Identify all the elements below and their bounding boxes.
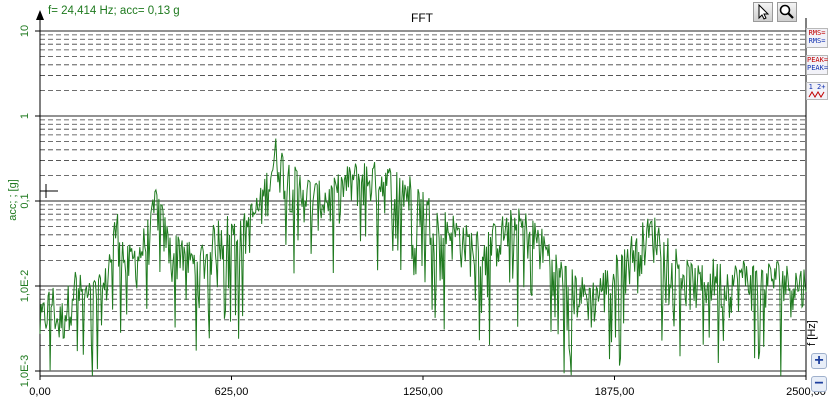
pointer-tool-button[interactable] (753, 2, 773, 22)
x-tick-label: 1250,00 (403, 386, 443, 398)
y-axis-arrow (36, 10, 44, 20)
rms-badge[interactable]: RMS= RMS= (806, 28, 828, 48)
y-tick-label: 1,0E-2 (19, 270, 31, 302)
y-tick-label: 1 (19, 113, 31, 119)
x-tick-label: 0,00 (29, 386, 50, 398)
y-tick-label: 1,0E-3 (19, 355, 31, 387)
x-tick-label: 1875,00 (595, 386, 635, 398)
zoom-out-button[interactable]: − (811, 376, 827, 392)
x-tick-label: 625,00 (215, 386, 249, 398)
zoom-tool-button[interactable] (777, 2, 797, 22)
cursor-readout: f= 24,414 Hz; acc= 0,13 g (48, 5, 180, 17)
x-ticks: 0,00 625,00 1250,00 1875,00 2500,00 (29, 376, 826, 398)
peak-badge[interactable]: PEAK= PEAK= (806, 55, 828, 75)
stats-label: 1 2+ (808, 83, 826, 91)
series-line (39, 138, 807, 377)
series-fft (39, 138, 807, 377)
y-ticks: 10 1 0,1 1,0E-2 1,0E-3 (19, 25, 40, 387)
stats-wave-icon (808, 91, 825, 98)
y-tick-label: 0,1 (19, 193, 31, 208)
peak-label-blue: PEAK= (807, 64, 829, 72)
chart-title: FFT (411, 11, 434, 25)
cursor-marker[interactable] (40, 184, 58, 198)
rms-label-blue: RMS= (808, 37, 826, 45)
y-axis-label: acc; ; [g] (7, 179, 19, 221)
rms-label-red: RMS= (808, 29, 826, 37)
peak-label-red: PEAK= (807, 56, 829, 64)
magnifier-icon (779, 4, 794, 19)
x-axis-label: f [Hz] (806, 320, 818, 346)
stats-badge[interactable]: 1 2+ (806, 82, 828, 100)
cursor-arrow-icon (758, 3, 770, 20)
y-tick-label: 10 (19, 25, 31, 37)
zoom-in-button[interactable]: + (811, 353, 827, 369)
